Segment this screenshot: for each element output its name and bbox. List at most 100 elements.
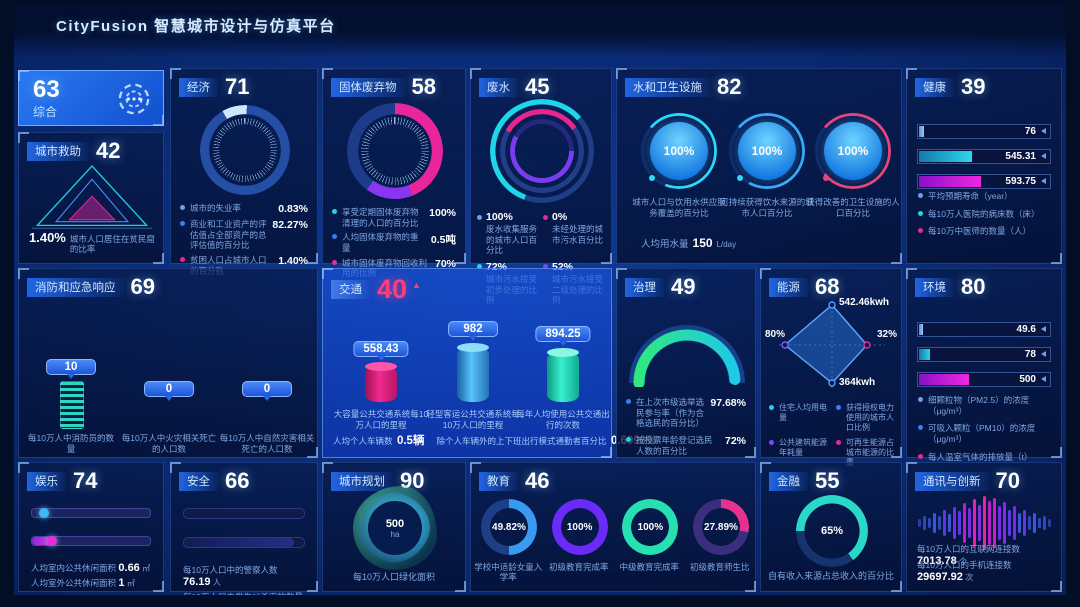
stat-value: 0.66 — [118, 562, 140, 574]
panel-title: 金融 — [769, 471, 808, 491]
bar-value: 500 — [1019, 374, 1036, 385]
panel-entertainment[interactable]: 娱乐 74 人均室内公共休闲面积 0.66 ㎡ 人均室外公共休闲面积 1 ㎡ — [18, 462, 164, 592]
stat-value: 72% — [724, 434, 746, 447]
stat-label: 按投票年龄登记选民人数的百分比 — [636, 434, 713, 456]
education-donut-1: 49.82% — [481, 499, 537, 555]
panel-title: 治理 — [625, 277, 664, 297]
legend-dot-icon — [332, 234, 337, 240]
panel-economy[interactable]: 经济 71 城市的失业率 0.83% 商业和工业资产的评估值占全部资产的总评估值的百… — [170, 68, 318, 276]
indoor-leisure-slider[interactable] — [31, 508, 151, 518]
composite-title: 综合 — [33, 105, 58, 119]
stat-label: 废水收集服务的城市人口百分比 — [486, 224, 538, 256]
panel-title: 城市规划 — [331, 471, 393, 491]
legend-dot-icon — [769, 440, 774, 445]
stat-value: 0.5吨 — [430, 234, 456, 247]
stat-label: 每10万人口中发生凶杀案的数量 — [183, 592, 303, 602]
panel-score: 46 — [525, 468, 550, 493]
bar-marker-icon — [1041, 351, 1046, 357]
value-badge: 0 — [242, 381, 292, 401]
legend-dot-icon — [836, 440, 841, 445]
legend-dot-icon — [332, 209, 337, 214]
value-badge: 894.25 — [535, 326, 591, 346]
stat-value: 29697.92 — [917, 571, 963, 583]
stat-unit: 个 — [959, 557, 968, 566]
stat-value: 76.19 — [183, 576, 211, 588]
gauge-label: 城市人口与饮用水供应服务覆盖的百分比 — [632, 197, 726, 218]
panel-score: 66 — [225, 468, 250, 493]
homicide-count-bar — [183, 537, 305, 548]
slider-knob[interactable] — [38, 508, 49, 518]
bar-value: 78 — [1024, 349, 1036, 360]
legend-dot-icon — [918, 397, 923, 402]
panel-urban-planning[interactable]: 城市规划 90 500 ha 每10万人口绿化面积 — [322, 462, 466, 592]
energy-radar-chart — [761, 295, 903, 395]
green-area-value: 500 — [385, 517, 405, 530]
panel-governance[interactable]: 治理 49 在上次市级选举选民参与率（作为合格选民的百分比） 97.68% 按投票年… — [616, 268, 756, 458]
city-aid-triangle-chart — [26, 161, 158, 237]
panel-finance[interactable]: 金融 55 65% 自有收入来源占总收入的百分比 — [760, 462, 902, 592]
finance-donut-chart: 65% — [796, 495, 868, 567]
donut-value: 100% — [566, 521, 593, 533]
governance-gauge-chart — [625, 315, 749, 387]
panel-composite[interactable]: 63 综合 — [18, 70, 164, 126]
panel-solid-waste[interactable]: 固体废弃物 58 享受定期固体废弃物清理的人口的百分比 100% 人均固体废弃物的重… — [322, 68, 466, 278]
green-area-blob-chart: 500 ha — [350, 483, 440, 573]
trend-up-icon: ▲ — [412, 280, 421, 290]
composite-score: 63 — [33, 76, 60, 103]
green-area-unit: ha — [390, 529, 400, 539]
stat-value: 100% — [486, 211, 513, 223]
panel-title: 废水 — [479, 77, 518, 97]
panel-environment[interactable]: 环境 80 49.6 78 500 细颗粒物（PM2.5）的浓度（μg/m³） 可… — [906, 268, 1062, 462]
donut-label: 学校中适龄女童入学率 — [474, 561, 543, 583]
panel-transport[interactable]: 交通 40 ▲ 558.43 982 894.25 大容量公共交通系统每10万人口的… — [322, 268, 656, 458]
cylinder-bar — [365, 362, 397, 402]
value-badge: 10 — [46, 359, 96, 379]
legend-dot-icon — [332, 259, 337, 265]
legend-label: 每10万中医师的数量（人） — [928, 226, 1031, 237]
donut-value: 100% — [637, 521, 664, 533]
panel-score: 70 — [995, 468, 1020, 493]
legend-dot-icon — [477, 214, 482, 220]
solid-waste-donut-chart — [347, 103, 443, 199]
panel-communication[interactable]: 通讯与创新 70 每10万人口的互联网连接数 7013.78 个 每10万人口的手… — [906, 462, 1062, 592]
panel-fire-emergency[interactable]: 消防和应急响应 69 10 0 0 每10万人中消防员的数量 每10万人中火灾相关… — [18, 268, 318, 458]
water-note-label: 人均用水量 — [641, 239, 689, 251]
panel-energy[interactable]: 能源 68 542.46kwh 80% 32% 364kwh 住宅人均用电量 获得… — [760, 268, 903, 467]
panel-city-aid[interactable]: 城市救助 42 1.40% 城市人口居住在贫民窟的比率 — [18, 132, 164, 264]
panel-title: 经济 — [179, 77, 218, 97]
panel-title: 娱乐 — [27, 471, 66, 491]
legend-dot-icon — [543, 264, 548, 270]
value-badge: 0 — [144, 381, 194, 401]
stat-label: 每10万人中火灾相关死亡的人口数 — [121, 433, 217, 454]
stat-label: 每10万人中消防员的数量 — [28, 433, 114, 454]
panel-health[interactable]: 健康 39 76 545.31 593.75 平均预期寿命（year） 每10万人… — [906, 68, 1062, 264]
education-donut-4: 27.89% — [692, 499, 749, 555]
legend-label: 公共建筑能源年耗量 — [779, 438, 827, 457]
panel-score: 49 — [671, 274, 696, 299]
note-label: 除个人车辆外的上下班出行模式通勤者百分比 — [436, 436, 607, 446]
panel-score: 69 — [130, 274, 155, 299]
wastewater-rings-chart — [490, 99, 594, 203]
panel-title: 固体废弃物 — [331, 77, 405, 97]
outdoor-leisure-slider[interactable] — [31, 536, 151, 546]
slider-knob[interactable] — [47, 536, 58, 546]
cylinder-bar — [547, 348, 579, 402]
panel-title: 安全 — [179, 471, 218, 491]
panel-wastewater[interactable]: 废水 45 100% 废水收集服务的城市人口百分比 0% 未经处理的城市污水百分比 7… — [470, 68, 612, 305]
bar-marker-icon — [1041, 178, 1046, 184]
panel-safety[interactable]: 安全 66 每10万人口中的警察人数 76.19 人 每10万人口中发生凶杀案的数… — [170, 462, 318, 607]
panel-water-sanitation[interactable]: 水和卫生设施 82 100% 100% 100% 城市人口与饮用水供应服务覆盖的百… — [616, 68, 902, 264]
panel-education[interactable]: 教育 46 49.82% 100% 100% 27.89% 学校中适龄女童入学率 … — [470, 462, 756, 592]
finance-label: 自有收入来源占总收入的百分比 — [767, 570, 894, 581]
stat-value: 97.68% — [710, 397, 746, 409]
education-donut-2: 100% — [551, 499, 608, 555]
donut-label: 初级教育师生比 — [689, 561, 750, 572]
bar-value: 76 — [1024, 126, 1036, 137]
stat-label: 商业和工业资产的评估值占全部资产的总评估值的百分比 — [190, 219, 267, 251]
value-badge: 982 — [448, 321, 498, 341]
panel-score: 39 — [961, 74, 986, 99]
panel-score: 45 — [525, 74, 550, 99]
stat-label: 每10万人口的互联网连接数 — [917, 544, 1020, 554]
panel-score: 80 — [961, 274, 986, 299]
